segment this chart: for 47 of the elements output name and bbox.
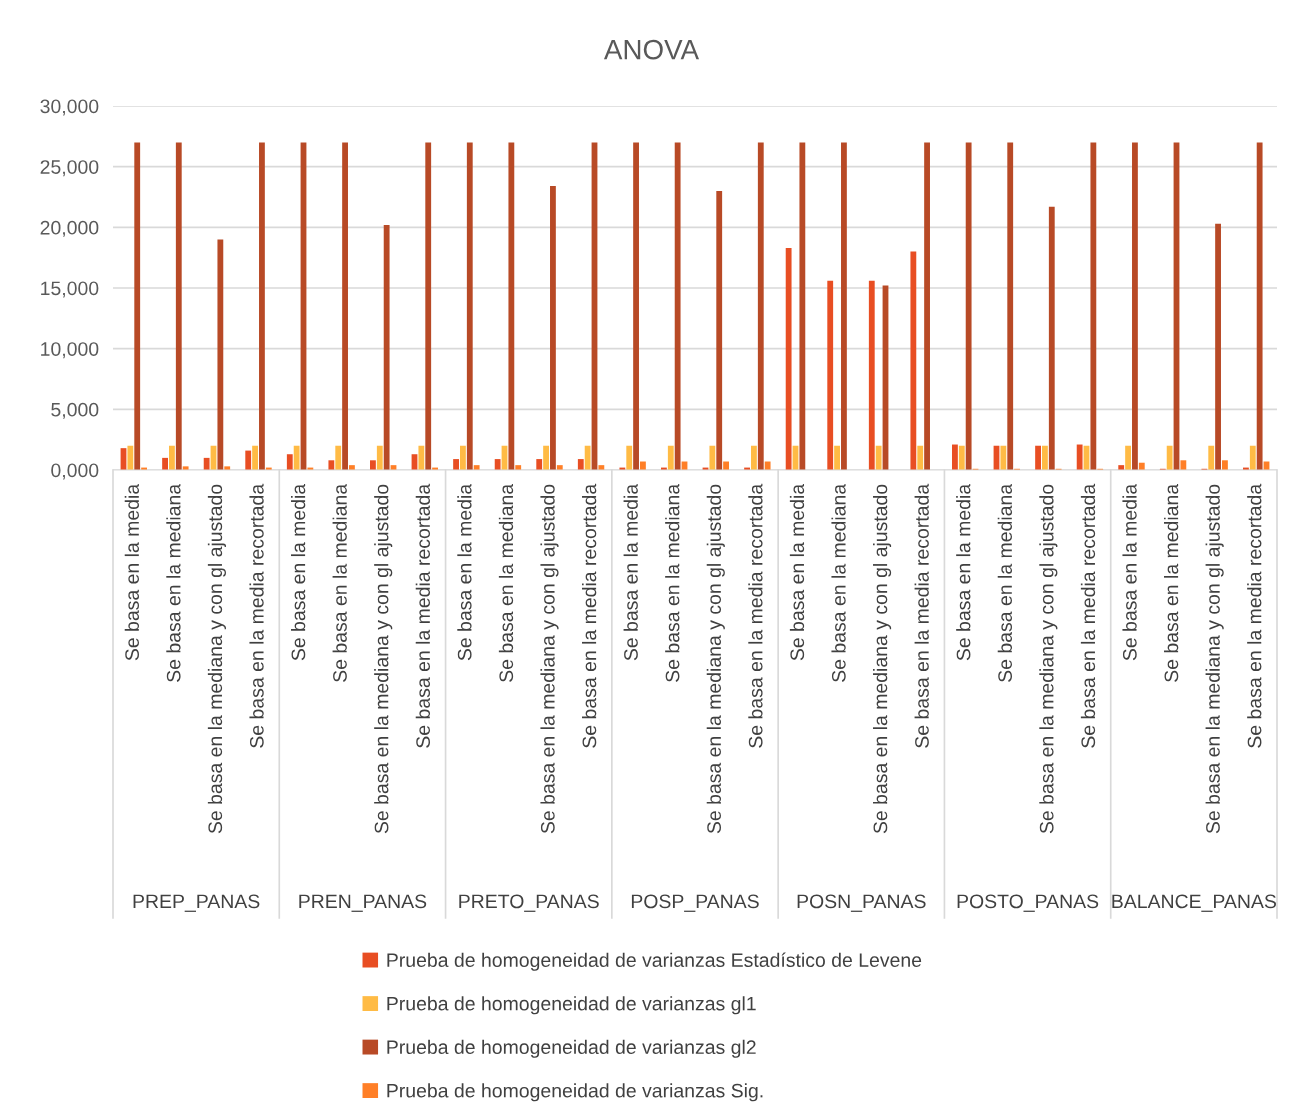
legend-label: Prueba de homogeneidad de varianzas Sig. (387, 1083, 763, 1102)
legend-label: Prueba de homogeneidad de varianzas Estadístico de Levene (387, 952, 922, 971)
text: BALANCE_PANAS (1112, 894, 1276, 912)
x-tick-label: Se basa en la media recortada (1247, 483, 1262, 748)
x-tick-label: Se basa en la media (124, 483, 140, 661)
x-tick-label: Se basa en la media recortada (582, 483, 597, 748)
x-tick-label: Se basa en la mediana (498, 483, 514, 682)
text: PRETO_PANAS (459, 894, 599, 912)
y-tick-label: 25,000 (40, 160, 99, 177)
x-tick-label: Se basa en la mediana (166, 483, 181, 682)
x-tick-label: Se basa en la mediana y con gl ajustado (1205, 484, 1224, 834)
x-tick-label: Se basa en la media recortada (1080, 483, 1096, 748)
x-tick-label: Se basa en la mediana y con gl ajustado (1039, 484, 1058, 834)
text: PREN_PANAS (299, 894, 427, 912)
x-tick-label: Se basa en la mediana y con gl ajustado (207, 484, 226, 834)
x-tick-label: Se basa en la media (623, 483, 638, 661)
x-tick-label: Se basa en la mediana y con gl ajustado (873, 484, 892, 834)
y-tick-label: 20,000 (40, 220, 99, 237)
y-tick-label: 10,000 (41, 342, 99, 359)
x-tick-label: Se basa en la mediana y con gl ajustado (540, 484, 559, 834)
text: POSP_PANAS (631, 894, 759, 912)
x-tick-label: Se basa en la mediana (831, 483, 846, 682)
x-tick-label: Se basa en la media recortada (914, 483, 929, 748)
text: POSTO_PANAS (957, 894, 1099, 912)
y-tick-label: 0,000 (51, 463, 99, 480)
text: PREP_PANAS (133, 894, 260, 912)
y-tick-label: 15,000 (41, 281, 99, 298)
x-tick-label: Se basa en la mediana y con gl ajustado (706, 484, 725, 834)
x-tick-label: Se basa en la media (1122, 483, 1137, 661)
x-tick-label: Se basa en la media recortada (249, 483, 264, 748)
x-tick-label: Se basa en la media (789, 483, 805, 661)
legend-label: Prueba de homogeneidad de varianzas gl2 (387, 1039, 756, 1058)
legend-label: Prueba de homogeneidad de varianzas gl1 (387, 996, 756, 1015)
x-tick-label: Se basa en la mediana (665, 483, 680, 682)
x-tick-label: Se basa en la mediana (332, 483, 347, 682)
x-tick-label: Se basa en la media (457, 483, 472, 661)
x-tick-label: Se basa en la media (291, 483, 306, 661)
chart-title: ANOVA (603, 39, 700, 60)
x-tick-label: Se basa en la mediana (1164, 483, 1179, 682)
x-tick-label: Se basa en la mediana y con gl ajustado (374, 484, 393, 834)
x-tick-label: Se basa en la media (956, 483, 971, 661)
text: POSN_PANAS (797, 894, 926, 912)
x-tick-label: Se basa en la mediana (997, 483, 1013, 682)
y-tick-label: 30,000 (40, 99, 99, 116)
x-tick-label: Se basa en la media recortada (415, 483, 431, 748)
x-tick-label: Se basa en la media recortada (748, 483, 763, 748)
y-tick-label: 5,000 (51, 402, 99, 419)
